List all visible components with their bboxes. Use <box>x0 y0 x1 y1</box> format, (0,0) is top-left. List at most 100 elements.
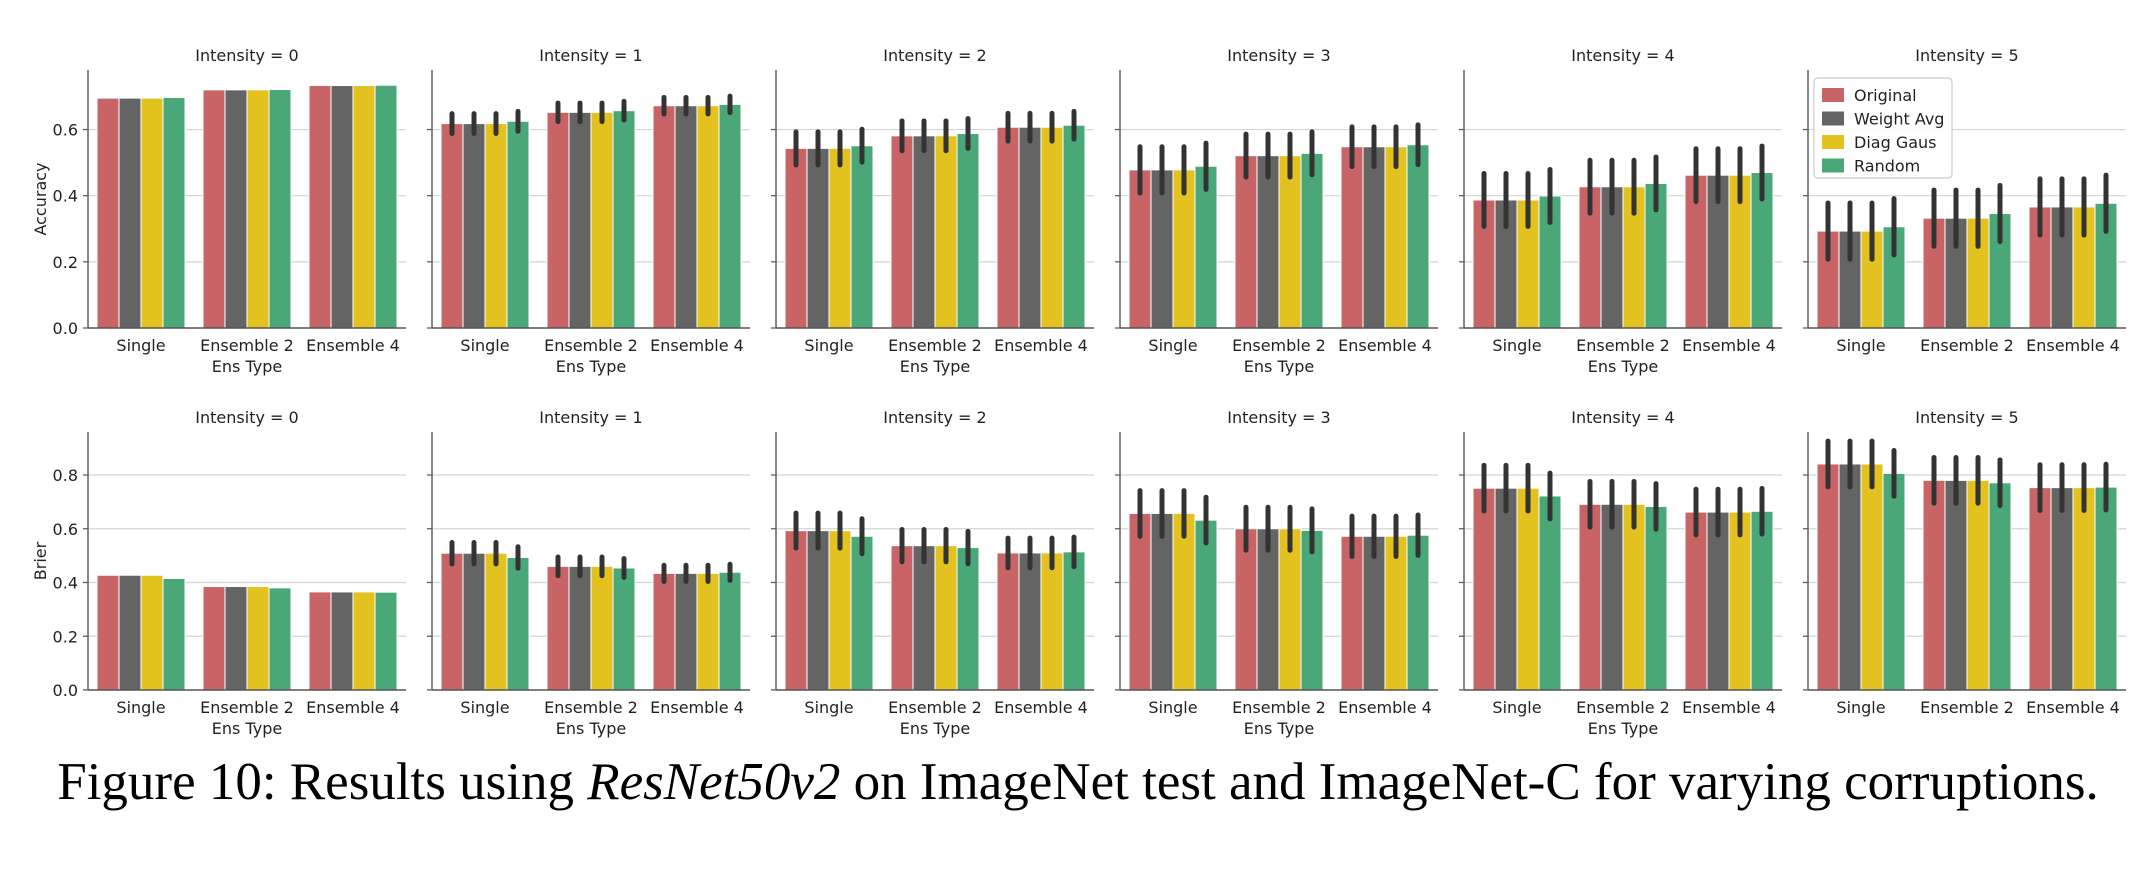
x-tick-label: Single <box>460 336 509 355</box>
legend-box <box>1813 77 1953 179</box>
bar-weight-avg <box>1362 146 1386 329</box>
bar-original <box>96 97 120 329</box>
x-tick-label: Ensemble 4 <box>2026 336 2120 355</box>
x-tick-label: Ensemble 4 <box>306 336 400 355</box>
caption-model: ResNet50v2 <box>587 753 841 811</box>
bar-diag-gaus <box>934 135 958 329</box>
bar-diag-gaus <box>1278 155 1302 329</box>
x-tick-label: Single <box>116 336 165 355</box>
bar-random <box>2094 486 2118 691</box>
bar-original <box>652 572 676 691</box>
bar-weight-avg <box>568 565 592 691</box>
bar-weight-avg <box>330 591 354 691</box>
bar-weight-avg <box>912 135 936 329</box>
x-tick-label: Ensemble 2 <box>888 698 982 717</box>
bar-random <box>506 120 530 329</box>
bar-weight-avg <box>1706 511 1730 691</box>
bar-random <box>1194 519 1218 691</box>
bar-weight-avg <box>1362 535 1386 691</box>
bar-weight-avg <box>2050 487 2074 691</box>
panel-title: Intensity = 5 <box>1915 408 2018 427</box>
bar-diag-gaus <box>1728 511 1752 691</box>
legend-label: Diag Gaus <box>1854 133 1937 152</box>
bar-random <box>1062 124 1086 329</box>
legend-label: Random <box>1854 157 1920 176</box>
x-tick-label: Single <box>1492 698 1541 717</box>
bar-diag-gaus <box>140 97 164 329</box>
bar-original <box>1234 528 1258 691</box>
bar-weight-avg <box>330 85 354 329</box>
bar-random <box>374 84 398 329</box>
bar-diag-gaus <box>934 545 958 691</box>
panel-accuracy-5: Single Ensemble 2 Ensemble 4 Intensity = 5 <box>1803 46 2126 355</box>
panel-accuracy-2: Single Ensemble 2 Ensemble 4 Intensity = 2 E… <box>771 46 1094 376</box>
x-tick-label: Ensemble 4 <box>1682 698 1776 717</box>
y-tick-label: 0.6 <box>53 520 78 539</box>
y-axis-label: Accuracy <box>31 162 50 235</box>
x-tick-label: Ensemble 2 <box>1920 698 2014 717</box>
bar-original <box>890 135 914 329</box>
bar-original <box>1340 146 1364 329</box>
bar-original <box>1684 511 1708 691</box>
bar-weight-avg <box>224 89 248 329</box>
x-tick-label: Ensemble 4 <box>1338 698 1432 717</box>
y-tick-label: 0.0 <box>53 319 78 338</box>
x-tick-label: Ensemble 4 <box>650 698 744 717</box>
x-axis-label: Ens Type <box>900 357 970 376</box>
bar-diag-gaus <box>484 552 508 691</box>
x-tick-label: Single <box>804 698 853 717</box>
bar-weight-avg <box>118 97 142 329</box>
x-tick-label: Ensemble 2 <box>1576 698 1670 717</box>
panel-brier-1: Single Ensemble 2 Ensemble 4 Intensity = 1 E… <box>427 408 750 738</box>
bar-random <box>374 591 398 691</box>
bar-original <box>202 89 226 329</box>
bar-weight-avg <box>806 530 830 691</box>
x-axis-label: Ens Type <box>900 719 970 738</box>
legend-label: Original <box>1854 86 1917 105</box>
bar-weight-avg <box>674 105 698 329</box>
bar-original <box>996 126 1020 329</box>
bar-random <box>1882 472 1906 691</box>
panel-title: Intensity = 3 <box>1227 408 1330 427</box>
x-axis-label: Ens Type <box>1244 719 1314 738</box>
x-tick-label: Ensemble 2 <box>544 336 638 355</box>
x-tick-label: Ensemble 2 <box>1232 698 1326 717</box>
bar-random <box>162 96 186 329</box>
legend-swatch-weight-avg <box>1822 111 1844 126</box>
x-tick-label: Ensemble 2 <box>1920 336 2014 355</box>
bar-diag-gaus <box>696 572 720 691</box>
bar-random <box>1644 505 1668 691</box>
bar-diag-gaus <box>1278 528 1302 691</box>
panel-accuracy-0: Single Ensemble 2 Ensemble 4 0.0 0.2 0.4 0.6 In… <box>53 46 406 376</box>
bar-original <box>1578 503 1602 691</box>
bar-weight-avg <box>674 572 698 691</box>
x-axis-label: Ens Type <box>212 357 282 376</box>
bar-original <box>546 111 570 329</box>
x-tick-label: Ensemble 2 <box>200 698 294 717</box>
bar-original <box>890 545 914 691</box>
legend-swatch-diag-gaus <box>1822 135 1844 149</box>
panel-brier-5: Single Ensemble 2 Ensemble 4 Intensity = 5 <box>1803 408 2126 717</box>
y-tick-label: 0.0 <box>53 681 78 700</box>
y-tick-label: 0.4 <box>53 574 78 593</box>
x-tick-label: Ensemble 4 <box>1682 336 1776 355</box>
bar-weight-avg <box>1256 528 1280 691</box>
bar-original <box>2028 487 2052 691</box>
bar-weight-avg <box>462 123 486 329</box>
x-tick-label: Ensemble 2 <box>1232 336 1326 355</box>
bar-original <box>1340 535 1364 691</box>
bar-original <box>784 530 808 691</box>
x-tick-label: Ensemble 4 <box>306 698 400 717</box>
bar-original <box>308 591 332 691</box>
bar-weight-avg <box>1150 512 1174 691</box>
bar-diag-gaus <box>1966 479 1990 691</box>
bar-random <box>1300 152 1324 329</box>
x-axis-label: Ens Type <box>1588 719 1658 738</box>
bar-original <box>1472 487 1496 691</box>
bar-random <box>162 577 186 691</box>
bar-diag-gaus <box>484 123 508 329</box>
x-tick-label: Ensemble 2 <box>544 698 638 717</box>
bar-diag-gaus <box>1860 463 1884 691</box>
x-tick-label: Single <box>1492 336 1541 355</box>
bar-weight-avg <box>462 552 486 691</box>
